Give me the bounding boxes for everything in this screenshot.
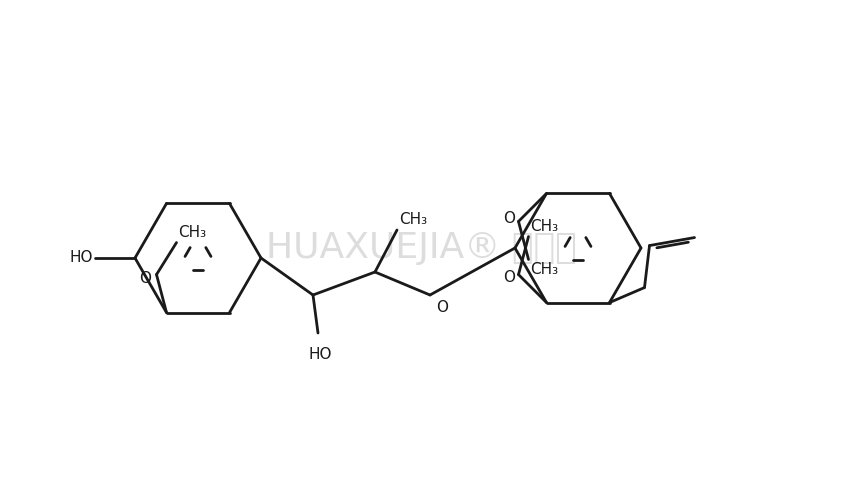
Text: CH₃: CH₃ bbox=[179, 225, 206, 240]
Text: O: O bbox=[504, 270, 515, 285]
Text: HO: HO bbox=[70, 251, 93, 265]
Text: CH₃: CH₃ bbox=[399, 212, 427, 227]
Text: O: O bbox=[504, 211, 515, 226]
Text: O: O bbox=[436, 300, 448, 315]
Text: HUAXUEJIA® 化学加: HUAXUEJIA® 化学加 bbox=[265, 231, 577, 265]
Text: HO: HO bbox=[308, 347, 332, 362]
Text: O: O bbox=[140, 271, 152, 286]
Text: CH₃: CH₃ bbox=[530, 263, 558, 277]
Text: CH₃: CH₃ bbox=[530, 218, 558, 234]
